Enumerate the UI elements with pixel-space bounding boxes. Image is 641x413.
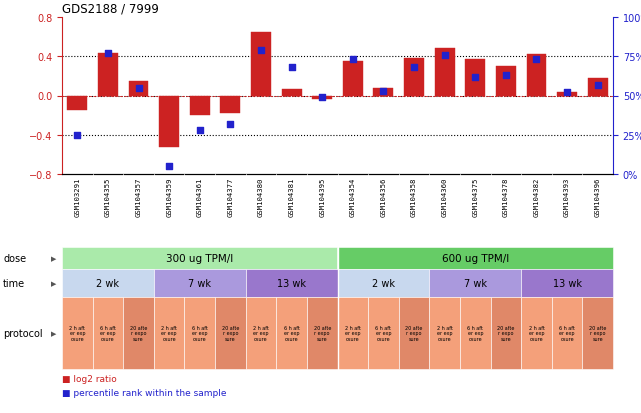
Text: 6 h aft
er exp
osure: 6 h aft er exp osure [100, 325, 116, 341]
Text: GSM104377: GSM104377 [228, 177, 233, 216]
Bar [159, 96, 179, 147]
Text: GSM104378: GSM104378 [503, 177, 509, 216]
Bar [374, 88, 394, 96]
Bar [465, 60, 485, 96]
Bar [312, 96, 332, 100]
Text: 6 h aft
er exp
osure: 6 h aft er exp osure [284, 325, 299, 341]
Text: ■ log2 ratio: ■ log2 ratio [62, 374, 117, 383]
Point [501, 73, 511, 79]
Text: 13 wk: 13 wk [277, 278, 306, 288]
Text: GSM104357: GSM104357 [135, 177, 142, 216]
Text: GSM104356: GSM104356 [380, 177, 387, 216]
Point [347, 57, 358, 64]
Bar [129, 82, 149, 96]
Text: 2 h aft
er exp
osure: 2 h aft er exp osure [529, 325, 544, 341]
Text: GSM104360: GSM104360 [442, 177, 447, 216]
Text: dose: dose [3, 254, 26, 263]
Text: GSM104381: GSM104381 [288, 177, 295, 216]
Point [440, 52, 450, 59]
Bar [435, 49, 454, 96]
Point [562, 90, 572, 97]
Point [592, 82, 603, 89]
Text: 7 wk: 7 wk [463, 278, 487, 288]
Point [72, 132, 83, 139]
Text: 2 h aft
er exp
osure: 2 h aft er exp osure [69, 325, 85, 341]
Bar [251, 33, 271, 96]
Text: 2 h aft
er exp
osure: 2 h aft er exp osure [161, 325, 177, 341]
Text: GDS2188 / 7999: GDS2188 / 7999 [62, 2, 159, 15]
Text: GSM104355: GSM104355 [105, 177, 111, 216]
Point [409, 65, 419, 71]
Text: 7 wk: 7 wk [188, 278, 212, 288]
Text: ▶: ▶ [51, 255, 56, 261]
Bar [343, 62, 363, 96]
Text: GSM104375: GSM104375 [472, 177, 478, 216]
Text: ■ percentile rank within the sample: ■ percentile rank within the sample [62, 388, 226, 397]
Text: 2 h aft
er exp
osure: 2 h aft er exp osure [345, 325, 361, 341]
Point [531, 57, 542, 64]
Text: protocol: protocol [3, 328, 42, 338]
Text: time: time [3, 278, 25, 288]
Text: GSM104395: GSM104395 [319, 177, 325, 216]
Point [470, 74, 480, 81]
Text: 6 h aft
er exp
osure: 6 h aft er exp osure [192, 325, 208, 341]
Bar [526, 55, 546, 96]
Text: GSM104358: GSM104358 [411, 177, 417, 216]
Bar [496, 67, 516, 96]
Bar [588, 78, 608, 96]
Text: 2 wk: 2 wk [372, 278, 395, 288]
Text: 20 afte
r expo
sure: 20 afte r expo sure [313, 325, 331, 341]
Text: GSM104393: GSM104393 [564, 177, 570, 216]
Text: 20 afte
r expo
sure: 20 afte r expo sure [405, 325, 422, 341]
Point [256, 47, 266, 54]
Text: 600 ug TPM/l: 600 ug TPM/l [442, 254, 509, 263]
Text: GSM104361: GSM104361 [197, 177, 203, 216]
Text: 2 h aft
er exp
osure: 2 h aft er exp osure [253, 325, 269, 341]
Point [378, 88, 388, 95]
Text: 13 wk: 13 wk [553, 278, 581, 288]
Point [317, 95, 328, 101]
Point [195, 128, 205, 134]
Point [103, 51, 113, 57]
Text: 20 afte
r expo
sure: 20 afte r expo sure [497, 325, 515, 341]
Text: 20 afte
r expo
sure: 20 afte r expo sure [589, 325, 606, 341]
Text: 6 h aft
er exp
osure: 6 h aft er exp osure [376, 325, 392, 341]
Bar [221, 96, 240, 114]
Point [164, 164, 174, 170]
Text: 6 h aft
er exp
osure: 6 h aft er exp osure [559, 325, 575, 341]
Text: GSM104396: GSM104396 [595, 177, 601, 216]
Text: ▶: ▶ [51, 280, 56, 286]
Point [287, 65, 297, 71]
Point [225, 121, 235, 128]
Bar [190, 96, 210, 116]
Text: ▶: ▶ [51, 330, 56, 336]
Text: GSM104380: GSM104380 [258, 177, 264, 216]
Text: GSM104354: GSM104354 [350, 177, 356, 216]
Bar [98, 54, 118, 96]
Point [133, 85, 144, 92]
Text: 6 h aft
er exp
osure: 6 h aft er exp osure [467, 325, 483, 341]
Bar [404, 59, 424, 96]
Text: GSM104359: GSM104359 [166, 177, 172, 216]
Text: 20 afte
r expo
sure: 20 afte r expo sure [222, 325, 239, 341]
Text: GSM103291: GSM103291 [74, 177, 80, 216]
Bar [67, 96, 87, 111]
Bar [281, 90, 301, 96]
Text: 2 wk: 2 wk [96, 278, 119, 288]
Bar [557, 93, 577, 96]
Text: 300 ug TPM/l: 300 ug TPM/l [166, 254, 233, 263]
Text: GSM104382: GSM104382 [533, 177, 540, 216]
Text: 2 h aft
er exp
osure: 2 h aft er exp osure [437, 325, 453, 341]
Text: 20 afte
r expo
sure: 20 afte r expo sure [130, 325, 147, 341]
